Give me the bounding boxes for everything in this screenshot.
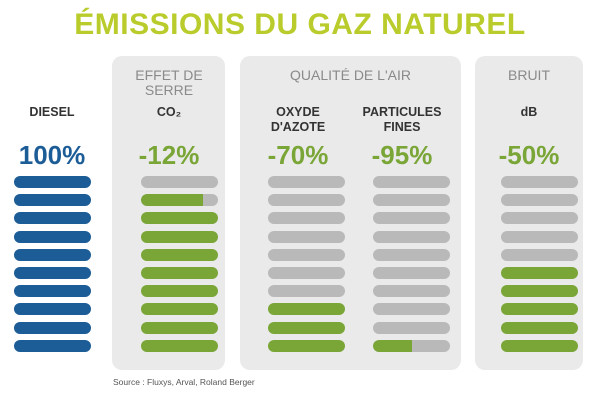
bar-segment — [268, 212, 345, 225]
bar-segment — [14, 212, 91, 225]
bar-segment — [501, 248, 578, 261]
bar-segment — [14, 285, 91, 298]
bar-segment — [501, 303, 578, 316]
value-oxyde-azote: -70% — [267, 140, 329, 170]
bar-segment — [268, 176, 345, 188]
bar-segment — [141, 321, 218, 334]
bar-segment — [373, 303, 450, 316]
bar-segment — [14, 230, 91, 243]
bar-segment — [268, 194, 345, 207]
bar-segment — [501, 339, 578, 352]
bar-segment — [373, 212, 450, 225]
bar-segment-partial-fill — [141, 194, 203, 207]
column-label-oxyde-azote: OXYDE D'AZOTE — [270, 105, 326, 134]
bar-segment — [268, 321, 345, 334]
bar-segment — [373, 321, 450, 334]
bar-segment — [14, 248, 91, 261]
bar-segment — [141, 339, 218, 352]
bar-segment — [268, 285, 345, 298]
column-label-db: dB — [520, 105, 538, 119]
bar-segment — [14, 176, 91, 188]
chart-title: ÉMISSIONS DU GAZ NATUREL — [74, 8, 526, 41]
bar-segment — [501, 212, 578, 225]
source-note: Source : Fluxys, Arval, Roland Berger — [113, 377, 255, 387]
group-title-qualite-air: QUALITÉ DE L'AIR — [290, 67, 411, 83]
bar-segment — [501, 285, 578, 298]
bar-segment — [373, 230, 450, 243]
bar-segment — [373, 267, 450, 279]
bar-segment — [373, 176, 450, 188]
bar-segment — [501, 267, 578, 279]
bar-segment — [14, 321, 91, 334]
bar-segment — [141, 267, 218, 279]
column-label-diesel: DIESEL — [29, 105, 75, 119]
bar-segment — [268, 339, 345, 352]
bar-segment — [268, 303, 345, 316]
bar-segment — [501, 230, 578, 243]
bar-segment — [14, 267, 91, 279]
column-label-particules-fines: PARTICULES FINES — [362, 105, 442, 134]
bar-segment — [141, 248, 218, 261]
bar-segment — [14, 339, 91, 352]
group-title-effet-de-serre: EFFET DE SERRE — [135, 67, 203, 98]
bar-segment — [141, 230, 218, 243]
value-co2: -12% — [138, 140, 200, 170]
bar-segment — [373, 285, 450, 298]
bar-segment — [14, 194, 91, 207]
bar-segment — [268, 248, 345, 261]
bar-segment — [373, 248, 450, 261]
value-db: -50% — [498, 140, 560, 170]
group-title-bruit: BRUIT — [508, 67, 550, 83]
value-particules-fines: -95% — [371, 140, 433, 170]
value-diesel: 100% — [18, 140, 86, 170]
bar-segment — [14, 303, 91, 316]
column-label-co2: CO₂ — [156, 105, 182, 119]
bar-segment — [373, 194, 450, 207]
bar-segment — [268, 230, 345, 243]
bar-segment — [268, 267, 345, 279]
bar-segment — [141, 194, 218, 207]
bar-segment — [501, 321, 578, 334]
bar-segment — [141, 176, 218, 188]
bar-segment — [141, 303, 218, 316]
bar-segment — [501, 194, 578, 207]
bar-segment — [501, 176, 578, 188]
bar-segment-partial-fill — [373, 339, 412, 352]
bar-segment — [373, 339, 450, 352]
bar-segment — [141, 212, 218, 225]
bar-segment — [141, 285, 218, 298]
